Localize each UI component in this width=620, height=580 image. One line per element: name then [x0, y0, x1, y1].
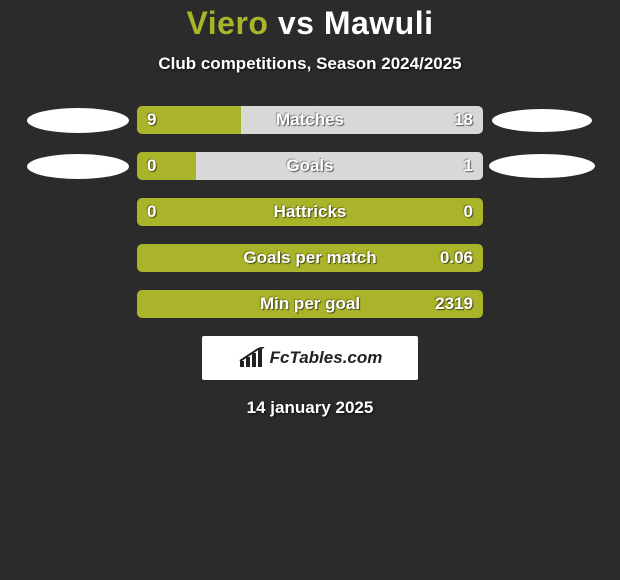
- ellipse-icon: [492, 109, 592, 132]
- team-logo-right-empty: [487, 244, 597, 272]
- stat-right-value: 2319: [435, 290, 473, 318]
- stat-name: Matches: [137, 106, 483, 134]
- stat-row: Min per goal 2319: [0, 290, 620, 318]
- player1-name: Viero: [187, 5, 269, 41]
- comparison-card: Viero vs Mawuli Club competitions, Seaso…: [0, 0, 620, 418]
- ellipse-icon: [489, 154, 595, 178]
- team-logo-left-empty: [23, 290, 133, 318]
- bars-icon: [238, 347, 266, 369]
- vs-label: vs: [278, 5, 315, 41]
- stat-name: Goals: [137, 152, 483, 180]
- stat-bar: Goals per match 0.06: [137, 244, 483, 272]
- team-logo-right-empty: [487, 198, 597, 226]
- stats-rows: 9 Matches 18 0 Goals 1: [0, 106, 620, 318]
- stat-right-value: 0.06: [440, 244, 473, 272]
- team-logo-right: [487, 152, 597, 180]
- stat-name: Hattricks: [137, 198, 483, 226]
- ellipse-icon: [27, 108, 129, 133]
- player2-name: Mawuli: [324, 5, 434, 41]
- date-label: 14 january 2025: [0, 398, 620, 418]
- stat-row: 9 Matches 18: [0, 106, 620, 134]
- stat-name: Goals per match: [137, 244, 483, 272]
- stat-row: 0 Goals 1: [0, 152, 620, 180]
- stat-right-value: 18: [454, 106, 473, 134]
- stat-bar: Min per goal 2319: [137, 290, 483, 318]
- team-logo-left-empty: [23, 198, 133, 226]
- stat-row: Goals per match 0.06: [0, 244, 620, 272]
- team-logo-left: [23, 106, 133, 134]
- team-logo-right: [487, 106, 597, 134]
- attribution-badge: FcTables.com: [202, 336, 418, 380]
- stat-right-value: 1: [464, 152, 473, 180]
- stat-bar: 0 Hattricks 0: [137, 198, 483, 226]
- team-logo-right-empty: [487, 290, 597, 318]
- subtitle: Club competitions, Season 2024/2025: [0, 54, 620, 74]
- title: Viero vs Mawuli: [0, 5, 620, 42]
- stat-right-value: 0: [464, 198, 473, 226]
- stat-row: 0 Hattricks 0: [0, 198, 620, 226]
- ellipse-icon: [27, 154, 129, 179]
- stat-name: Min per goal: [137, 290, 483, 318]
- team-logo-left-empty: [23, 244, 133, 272]
- stat-bar: 0 Goals 1: [137, 152, 483, 180]
- stat-bar: 9 Matches 18: [137, 106, 483, 134]
- attribution-text: FcTables.com: [270, 348, 383, 368]
- team-logo-left: [23, 152, 133, 180]
